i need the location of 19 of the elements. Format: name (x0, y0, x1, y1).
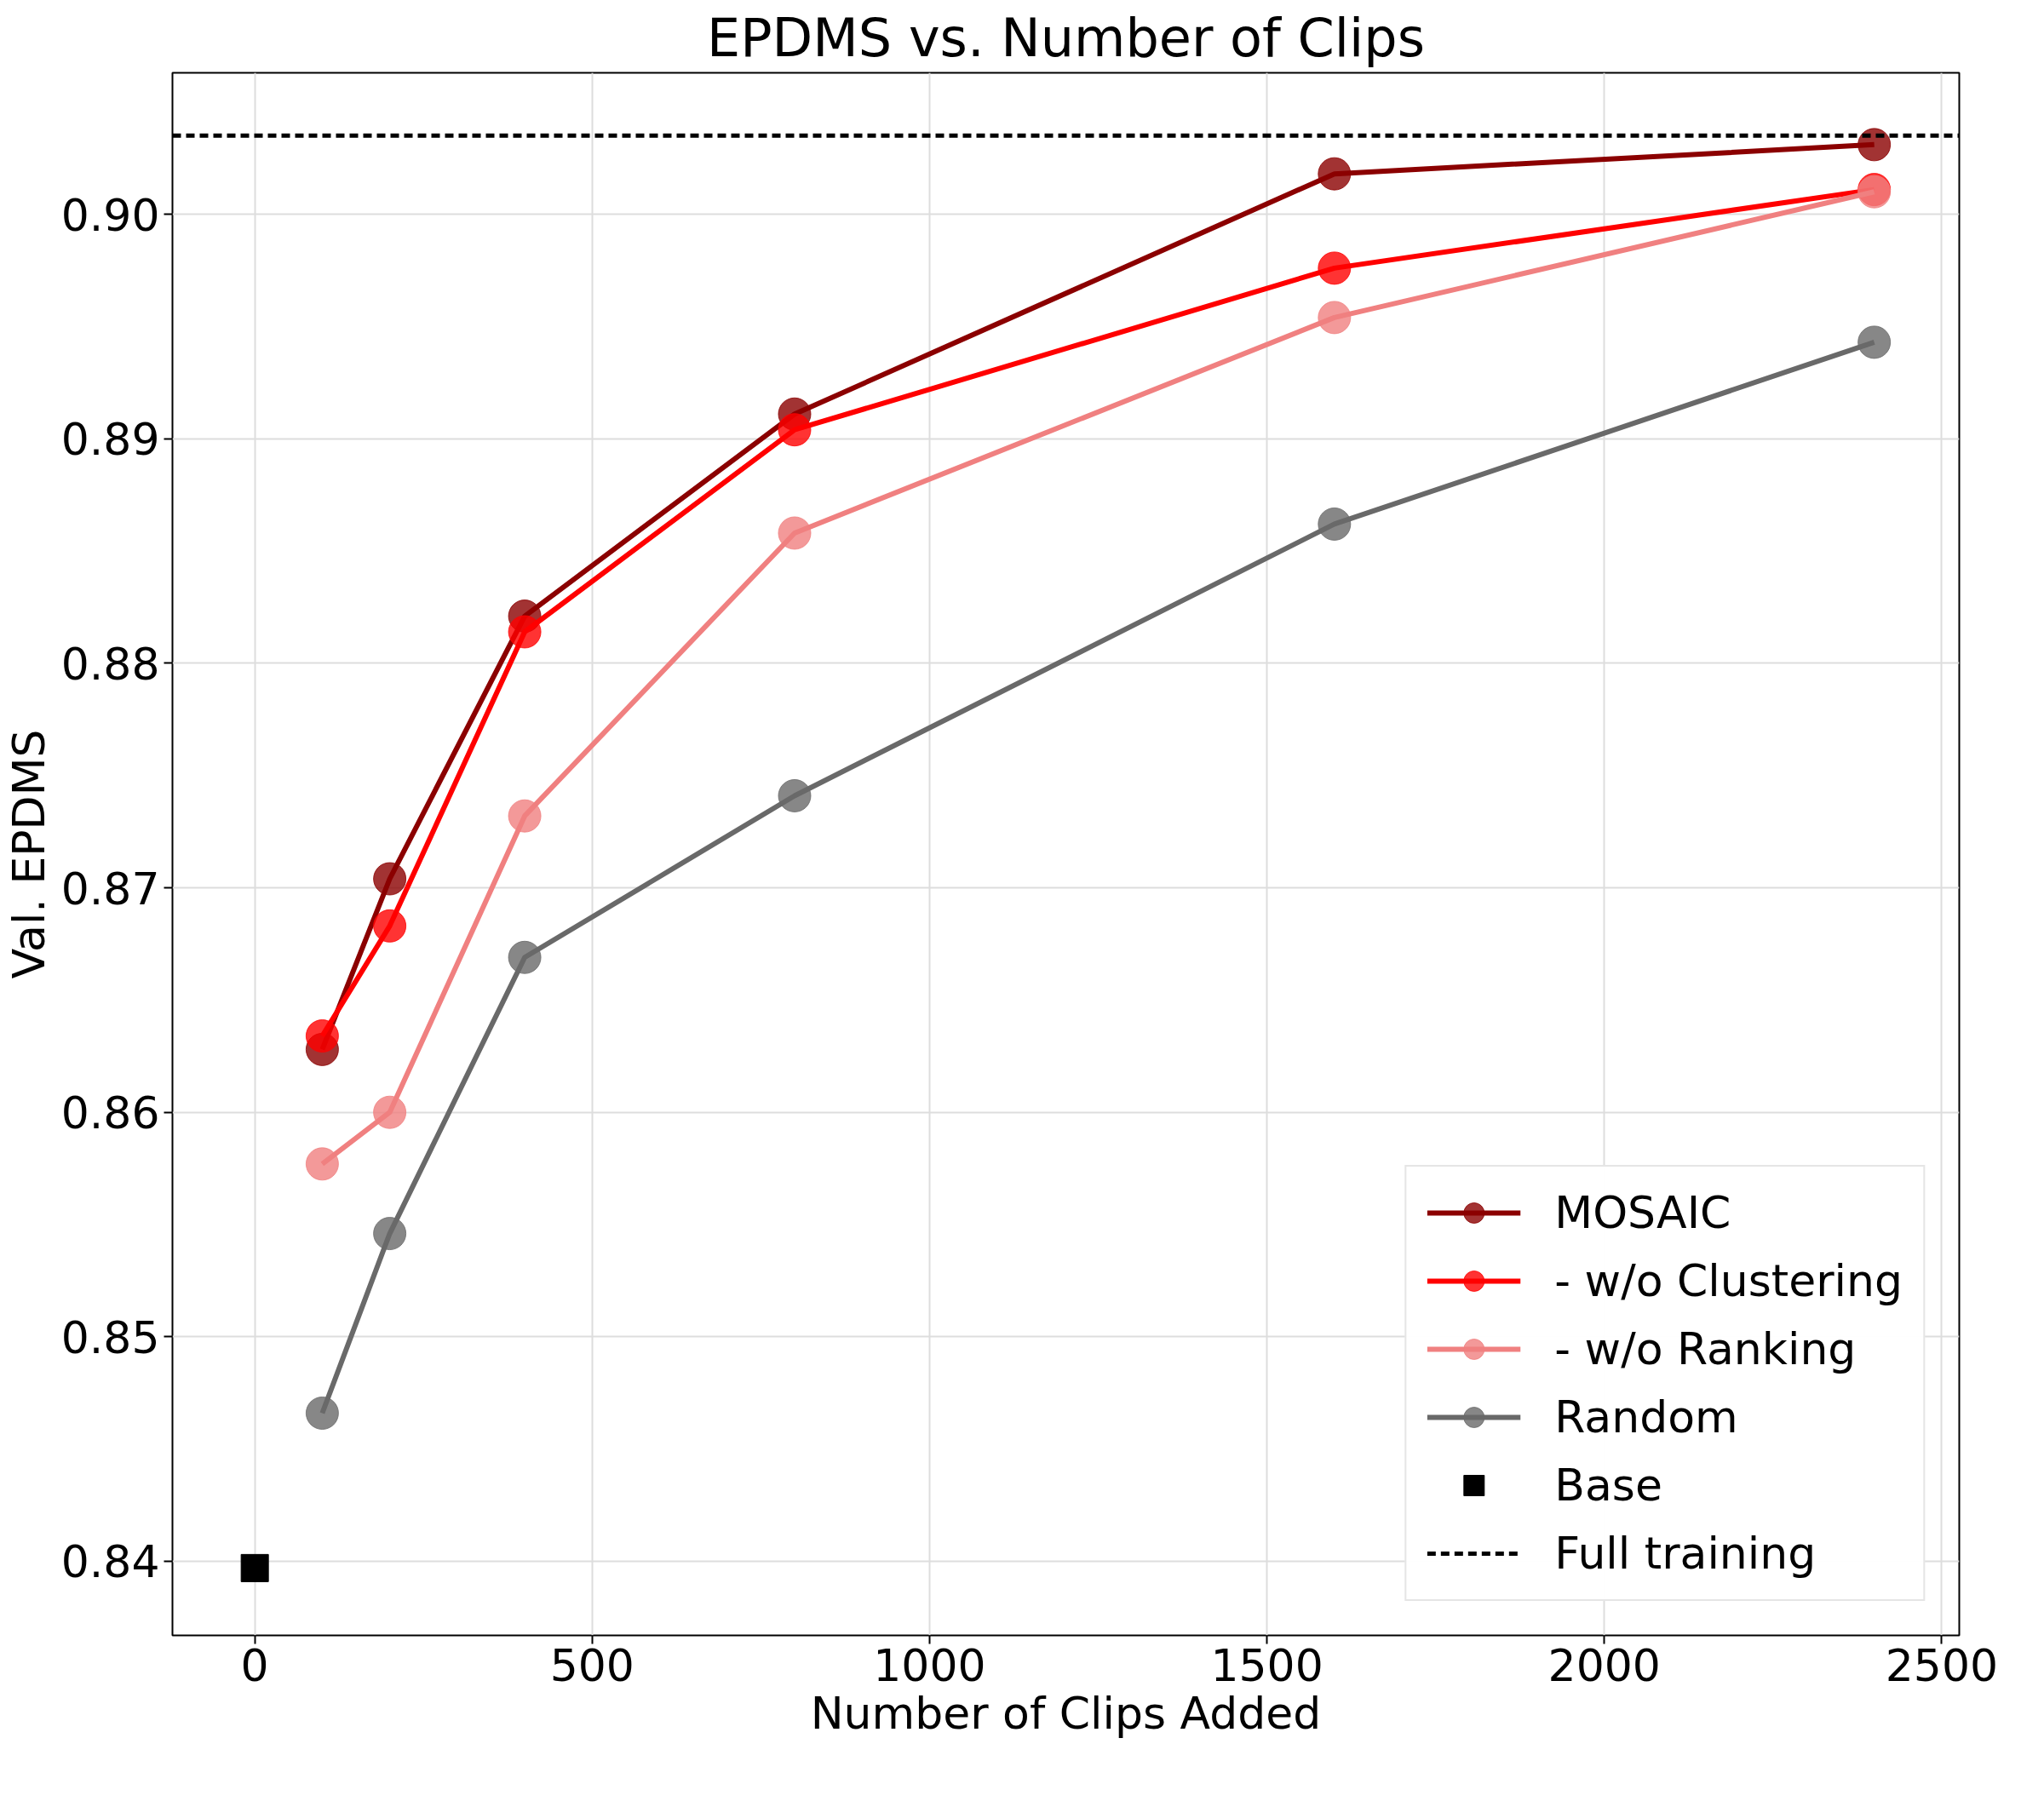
legend-label: Base (1554, 1460, 1662, 1511)
legend-label: Random (1554, 1391, 1738, 1443)
y-axis-title: Val. EPDMS (3, 729, 55, 979)
legend-label: - w/o Ranking (1554, 1323, 1857, 1374)
x-tick-label: 0 (240, 1639, 269, 1691)
legend-label: MOSAIC (1554, 1187, 1731, 1238)
y-tick-label: 0.88 (60, 638, 160, 690)
x-tick-label: 2500 (1885, 1639, 1999, 1691)
y-tick-label: 0.86 (60, 1087, 160, 1139)
x-tick-label: 500 (549, 1639, 634, 1691)
x-tick-label: 2000 (1547, 1639, 1661, 1691)
y-tick-label: 0.87 (60, 863, 160, 915)
y-tick-label: 0.89 (60, 414, 160, 466)
y-tick-label: 0.84 (60, 1536, 160, 1588)
y-tick-label: 0.85 (60, 1311, 160, 1363)
legend-label: - w/o Clustering (1554, 1255, 1903, 1306)
y-tick-label: 0.90 (60, 189, 160, 241)
chart-title: EPDMS vs. Number of Clips (707, 6, 1425, 69)
legend-label: Full training (1554, 1528, 1817, 1579)
